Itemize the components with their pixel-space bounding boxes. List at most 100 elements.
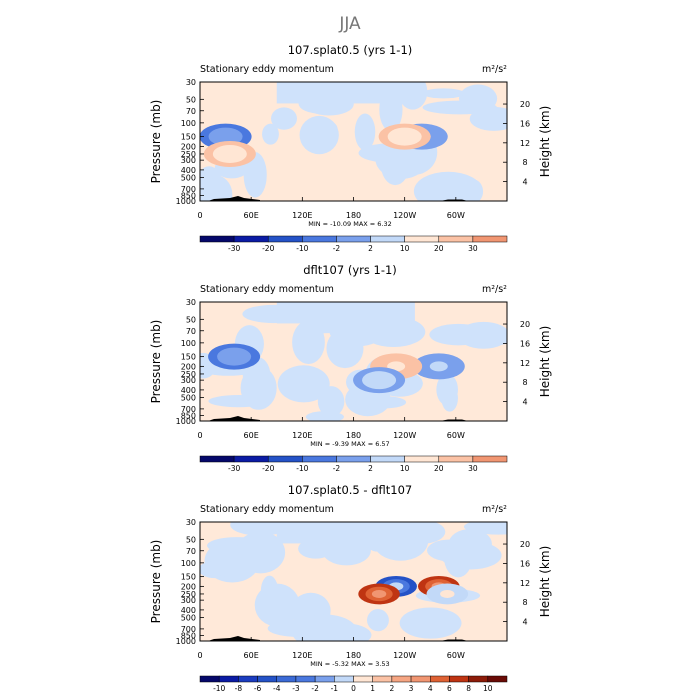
colorbar-label: 4 <box>428 684 433 693</box>
y-tick-label: 250 <box>181 150 196 159</box>
y-tick-label: 400 <box>181 606 196 615</box>
colorbar-box <box>430 675 450 683</box>
colorbar-box <box>199 455 235 463</box>
colorbar-box <box>353 675 373 683</box>
colorbar-box <box>391 675 412 683</box>
colorbar-box <box>276 675 297 683</box>
field-patch <box>399 607 462 639</box>
right-tick-label: 12 <box>520 359 530 368</box>
field-patch <box>240 366 277 410</box>
colorbar-box <box>404 235 440 243</box>
field-patch <box>308 119 338 137</box>
y-tick-label: 1000 <box>176 637 196 646</box>
field-patch <box>367 609 389 632</box>
colorbar-label: -10 <box>296 244 308 253</box>
y-tick-label: 700 <box>181 625 196 634</box>
colorbar-label: -30 <box>228 464 240 473</box>
colorbar-label: 6 <box>447 684 452 693</box>
left-string: Stationary eddy momentum <box>200 504 334 515</box>
y-tick-label: 70 <box>186 327 196 336</box>
y-tick-label: 500 <box>181 173 196 182</box>
right-tick-label: 4 <box>522 398 527 407</box>
colorbar-label: -10 <box>213 684 225 693</box>
units-label: m²/s² <box>482 64 507 75</box>
y-tick-label: 70 <box>186 547 196 556</box>
panels: 107.splat0.5 (yrs 1-1) Stationary eddy mo… <box>149 43 552 693</box>
colorbar-label: -2 <box>333 244 341 253</box>
y-tick-label: 150 <box>181 573 196 582</box>
colorbar-box <box>267 235 303 243</box>
y-tick-label: 30 <box>186 298 196 307</box>
colorbar-label: -10 <box>296 464 308 473</box>
min-max-label: MIN = -9.39 MAX = 6.57 <box>310 440 389 448</box>
right-tick-label: 20 <box>520 540 530 549</box>
colorbar-label: -6 <box>254 684 262 693</box>
field-patch <box>292 320 325 365</box>
y-tick-label: 30 <box>186 518 196 527</box>
colorbar-label: -20 <box>262 244 274 253</box>
field-patch <box>208 561 226 577</box>
feature-4-level-3 <box>440 589 455 598</box>
colorbar-box <box>295 675 316 683</box>
colorbar-label: -4 <box>273 684 281 693</box>
colorbar-box <box>449 675 469 683</box>
y-tick-label: 850 <box>181 631 196 640</box>
x-tick-label: 60E <box>244 651 259 660</box>
colorbar-label: 10 <box>483 684 493 693</box>
left-string: Stationary eddy momentum <box>200 64 334 75</box>
left-string: Stationary eddy momentum <box>200 284 334 295</box>
colorbar-label: 10 <box>400 464 410 473</box>
colorbar-label: 3 <box>409 684 414 693</box>
x-tick-label: 0 <box>197 651 202 660</box>
feature-4-level-3 <box>220 148 239 159</box>
y-tick-label: 100 <box>181 119 196 128</box>
y-axis-label: Pressure (mb) <box>149 100 163 184</box>
colorbar-box <box>267 455 303 463</box>
right-tick-label: 4 <box>522 178 527 187</box>
colorbar-label: -1 <box>331 684 339 693</box>
field-patch <box>276 82 415 104</box>
x-tick-label: 120E <box>292 651 312 660</box>
right-tick-label: 20 <box>520 320 530 329</box>
colorbar-box <box>302 455 337 463</box>
x-tick-label: 60W <box>447 651 465 660</box>
colorbar-box <box>302 235 337 243</box>
field-patch <box>276 522 415 544</box>
feature-4-level-3 <box>370 375 389 386</box>
field-patch <box>375 139 429 179</box>
field-patch <box>254 583 300 627</box>
y-tick-label: 500 <box>181 613 196 622</box>
x-tick-label: 60W <box>447 431 465 440</box>
colorbar-label: 8 <box>466 684 471 693</box>
colorbar-box <box>257 675 277 683</box>
field-patch <box>230 522 291 536</box>
field-patch <box>413 171 483 201</box>
right-tick-label: 8 <box>522 158 527 167</box>
field-patch <box>440 541 502 570</box>
feature-2-level-3 <box>371 589 387 598</box>
right-tick-label: 12 <box>520 579 530 588</box>
x-tick-label: 180 <box>346 211 361 220</box>
y-tick-label: 300 <box>181 596 196 605</box>
field-patch <box>276 302 415 324</box>
colorbar-label: -3 <box>292 684 300 693</box>
figure-title: JJA <box>338 14 361 34</box>
right-tick-label: 20 <box>520 100 530 109</box>
colorbar: -30 -20 -10 -2 2 10 20 30 <box>199 455 508 473</box>
topography <box>208 636 260 641</box>
right-tick-label: 8 <box>522 598 527 607</box>
right-tick-label: 8 <box>522 378 527 387</box>
field-patch <box>309 622 372 641</box>
colorbar-label: 0 <box>351 684 356 693</box>
field-patch <box>277 365 330 403</box>
y-tick-label: 1000 <box>176 417 196 426</box>
topography <box>208 416 260 421</box>
field-patch <box>262 123 279 145</box>
y-tick-label: 1000 <box>176 197 196 206</box>
colorbar-label: -8 <box>235 684 243 693</box>
colorbar-box <box>472 235 508 243</box>
feature-2-level-3 <box>429 361 448 372</box>
colorbar-box <box>233 235 269 243</box>
colorbar-label: 20 <box>434 464 444 473</box>
